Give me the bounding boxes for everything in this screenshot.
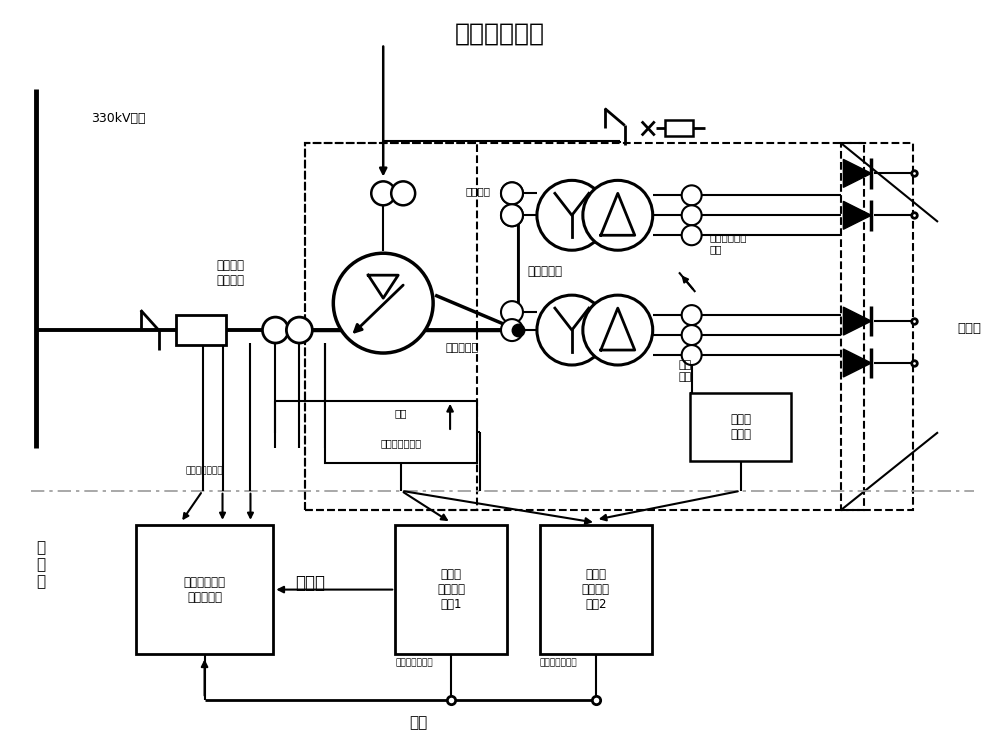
Bar (325, 401, 477, 463)
Bar (665, 120, 693, 137)
Bar (305, 143, 864, 510)
Text: 整流变压器组: 整流变压器组 (455, 22, 545, 45)
Bar (176, 315, 226, 345)
Text: 整流柜: 整流柜 (957, 322, 981, 334)
Text: 电子式电流互
感器: 电子式电流互 感器 (710, 233, 747, 254)
Circle shape (286, 317, 312, 343)
Circle shape (583, 181, 653, 250)
Circle shape (537, 181, 607, 250)
Text: 整流变压器保护: 整流变压器保护 (540, 658, 578, 667)
Bar (136, 525, 273, 655)
Text: 光纤: 光纤 (409, 715, 427, 730)
Text: 调压变压器继
电保护装置: 调压变压器继 电保护装置 (184, 576, 226, 603)
Circle shape (583, 295, 653, 365)
Bar (690, 393, 791, 461)
Text: 调压变压器保护: 调压变压器保护 (186, 467, 223, 476)
Polygon shape (843, 201, 871, 230)
Circle shape (501, 204, 523, 227)
Text: 330kV母线: 330kV母线 (91, 112, 145, 125)
Polygon shape (843, 160, 871, 187)
Text: 二
次
室: 二 次 室 (36, 539, 45, 589)
Circle shape (262, 317, 288, 343)
Circle shape (371, 181, 395, 205)
Circle shape (501, 301, 523, 323)
Circle shape (682, 205, 702, 225)
Text: 整流变
继电保护
装置1: 整流变 继电保护 装置1 (437, 568, 465, 611)
Circle shape (333, 253, 433, 353)
Circle shape (501, 204, 523, 227)
Text: 整流变压器: 整流变压器 (527, 265, 562, 278)
Text: 第三绕组: 第三绕组 (465, 186, 490, 196)
Text: 开关量: 开关量 (295, 574, 325, 591)
Circle shape (682, 305, 702, 325)
Bar (841, 143, 913, 510)
Text: 调压变压器: 调压变压器 (445, 343, 478, 353)
Text: 档位: 档位 (395, 408, 407, 418)
Circle shape (682, 225, 702, 245)
Polygon shape (843, 307, 871, 335)
Circle shape (501, 182, 523, 204)
Text: 屏蔽
电缆: 屏蔽 电缆 (678, 360, 691, 382)
Circle shape (391, 181, 415, 205)
Circle shape (501, 182, 523, 204)
Text: 有载调压控制器: 有载调压控制器 (381, 438, 422, 448)
Circle shape (501, 319, 523, 341)
Text: 前置数
据采集: 前置数 据采集 (730, 413, 751, 441)
Circle shape (682, 345, 702, 365)
Text: 电磁式电
流互感器: 电磁式电 流互感器 (217, 259, 245, 288)
Polygon shape (843, 349, 871, 377)
Bar (305, 143, 477, 510)
Circle shape (682, 185, 702, 205)
Circle shape (682, 325, 702, 345)
Text: 整流变
继电保护
装置2: 整流变 继电保护 装置2 (582, 568, 610, 611)
Text: 整流变压器保护: 整流变压器保护 (395, 658, 433, 667)
Bar (395, 525, 507, 655)
Circle shape (537, 295, 607, 365)
Bar (540, 525, 652, 655)
